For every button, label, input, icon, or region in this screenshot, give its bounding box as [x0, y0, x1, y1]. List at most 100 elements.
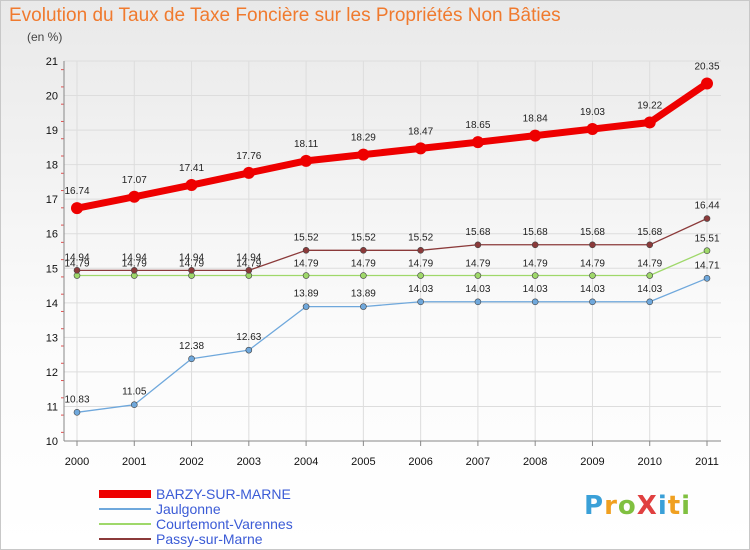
x-tick-label: 2005	[351, 456, 375, 468]
data-label: 14.79	[122, 259, 147, 270]
data-label: 12.38	[179, 341, 204, 352]
data-label: 14.79	[465, 259, 490, 270]
data-point	[300, 154, 313, 167]
logo-letter: P	[584, 491, 605, 521]
data-point	[188, 267, 195, 274]
data-label: 14.03	[408, 284, 433, 295]
data-label: 16.74	[64, 186, 89, 197]
data-label: 11.05	[122, 387, 147, 398]
x-tick-label: 2006	[408, 456, 432, 468]
data-label: 15.68	[523, 227, 548, 238]
data-point	[589, 241, 596, 249]
y-tick-label: 10	[46, 436, 58, 448]
data-label: 14.79	[351, 259, 376, 270]
legend-swatch	[99, 523, 151, 525]
data-label: 17.76	[236, 151, 261, 162]
data-point	[474, 298, 482, 306]
chart-title: Evolution du Taux de Taxe Foncière sur l…	[9, 5, 561, 26]
data-point	[73, 409, 81, 416]
data-label: 14.71	[694, 260, 719, 271]
y-tick-label: 13	[46, 332, 58, 344]
x-tick-label: 2011	[695, 456, 719, 468]
data-label: 14.79	[179, 259, 204, 270]
data-label: 12.63	[236, 332, 261, 343]
data-point	[646, 298, 654, 306]
data-point	[414, 142, 427, 155]
legend-swatch	[99, 538, 151, 540]
data-point	[589, 298, 596, 306]
data-label: 14.03	[580, 284, 605, 295]
y-tick-label: 12	[46, 367, 58, 379]
data-label: 14.94	[122, 252, 147, 263]
series-line-passy-sur-marne	[76, 217, 708, 271]
data-point	[417, 298, 424, 306]
legend-label: Passy-sur-Marne	[156, 531, 263, 547]
data-label: 10.83	[64, 394, 89, 405]
logo-letter: i	[681, 491, 692, 521]
data-label: 14.79	[637, 259, 662, 270]
data-point	[646, 241, 654, 249]
logo-letter: o	[617, 491, 637, 521]
data-point	[360, 272, 367, 279]
data-label: 13.89	[351, 289, 376, 300]
data-label: 20.35	[694, 61, 719, 72]
legend-label: BARZY-SUR-MARNE	[156, 486, 291, 502]
proxiti-logo: ProXiti	[584, 491, 691, 521]
data-point	[531, 272, 539, 279]
data-point	[302, 303, 310, 310]
legend-label: Courtemont-Varennes	[156, 516, 293, 532]
y-tick-label: 21	[46, 56, 58, 68]
data-label: 14.94	[179, 252, 204, 263]
legend-label: Jaulgonne	[156, 501, 221, 517]
x-tick-label: 2009	[580, 456, 604, 468]
data-label: 14.79	[236, 259, 261, 270]
x-tick-label: 2002	[179, 456, 203, 468]
data-label: 15.68	[465, 227, 490, 238]
data-label: 14.79	[64, 259, 89, 270]
data-point	[245, 267, 253, 274]
data-point	[471, 136, 484, 149]
x-tick-label: 2001	[122, 456, 146, 468]
data-label: 14.94	[236, 252, 261, 263]
data-point	[474, 241, 482, 249]
legend-swatch	[99, 490, 151, 498]
data-label: 15.52	[294, 232, 319, 243]
data-point	[703, 215, 711, 222]
data-point	[703, 274, 711, 282]
data-label: 19.22	[637, 100, 662, 111]
x-tick-label: 2007	[466, 456, 490, 468]
data-label: 14.03	[637, 284, 662, 295]
data-point	[302, 247, 310, 254]
data-point	[130, 267, 138, 274]
data-point	[701, 77, 713, 90]
logo-letter: X	[636, 491, 658, 521]
data-point	[589, 272, 596, 279]
x-tick-label: 2003	[237, 456, 261, 468]
data-label: 15.51	[694, 234, 719, 245]
series-line-barzy-sur-marne	[73, 79, 711, 212]
x-tick-label: 2004	[294, 456, 318, 468]
data-point	[360, 247, 367, 254]
y-tick-label: 20	[46, 91, 58, 103]
data-point	[474, 272, 482, 279]
y-tick-label: 14	[46, 298, 58, 310]
logo-letter: r	[604, 491, 618, 521]
logo-letter: t	[667, 491, 682, 521]
data-label: 17.41	[179, 163, 204, 174]
y-tick-label: 11	[47, 401, 58, 413]
data-point	[188, 355, 195, 363]
data-point	[242, 166, 255, 179]
data-point	[529, 129, 542, 142]
data-label: 16.44	[694, 201, 719, 212]
y-unit-label: (en %)	[27, 30, 63, 44]
data-point	[531, 241, 539, 249]
data-point	[130, 401, 138, 409]
data-label: 18.65	[465, 120, 490, 131]
y-tick-label: 18	[46, 160, 58, 172]
data-label: 17.07	[122, 175, 147, 186]
data-label: 14.94	[64, 252, 89, 263]
data-point	[646, 272, 654, 279]
data-label: 15.52	[408, 232, 433, 243]
series-line-jaulgonne	[76, 277, 708, 413]
